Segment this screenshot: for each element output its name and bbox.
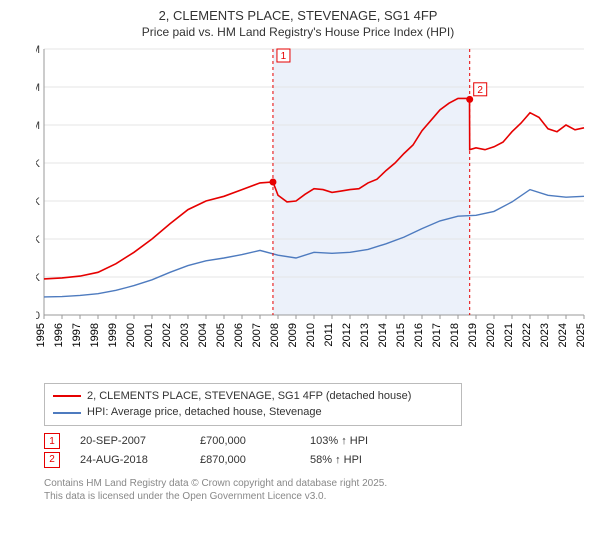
legend-swatch [53,395,81,397]
svg-text:2012: 2012 [341,323,353,347]
svg-text:£800K: £800K [36,158,41,170]
legend-swatch [53,412,81,414]
footer-line: Contains HM Land Registry data © Crown c… [44,477,588,490]
svg-text:2008: 2008 [269,323,281,347]
svg-text:2007: 2007 [251,323,263,347]
event-price: £870,000 [200,451,290,470]
svg-text:£600K: £600K [36,196,41,208]
svg-text:2006: 2006 [233,323,245,347]
table-row: 2 24-AUG-2018 £870,000 58% ↑ HPI [44,451,588,470]
svg-text:2024: 2024 [557,323,569,347]
svg-text:2016: 2016 [413,323,425,347]
svg-text:2015: 2015 [395,323,407,347]
svg-text:2017: 2017 [431,323,443,347]
svg-text:£200K: £200K [36,272,41,284]
svg-text:2013: 2013 [359,323,371,347]
svg-text:1: 1 [281,51,287,62]
table-row: 1 20-SEP-2007 £700,000 103% ↑ HPI [44,432,588,451]
svg-text:1998: 1998 [89,323,101,347]
svg-text:2014: 2014 [377,323,389,347]
chart: £0 £200K £400K £600K £800K £1M £1.2M £1.4M 1995 1… [36,43,596,373]
svg-text:£1.2M: £1.2M [36,82,40,94]
event-date: 24-AUG-2018 [80,451,180,470]
svg-text:2025: 2025 [575,323,587,347]
svg-text:2023: 2023 [539,323,551,347]
svg-text:2002: 2002 [161,323,173,347]
svg-text:2: 2 [477,85,483,96]
svg-text:2005: 2005 [215,323,227,347]
svg-text:2018: 2018 [449,323,461,347]
event-hpi: 103% ↑ HPI [310,432,368,451]
svg-text:1996: 1996 [53,323,65,347]
event-badge: 1 [44,433,60,449]
legend-label: HPI: Average price, detached house, Stev… [87,404,322,421]
svg-text:2019: 2019 [467,323,479,347]
svg-text:2020: 2020 [485,323,497,347]
svg-text:1995: 1995 [36,323,47,347]
svg-text:1997: 1997 [71,323,83,347]
legend: 2, CLEMENTS PLACE, STEVENAGE, SG1 4FP (d… [44,383,462,426]
event-badge: 2 [44,452,60,468]
svg-text:2004: 2004 [197,323,209,347]
svg-text:£1.4M: £1.4M [36,44,40,56]
legend-item: 2, CLEMENTS PLACE, STEVENAGE, SG1 4FP (d… [53,388,453,405]
svg-text:£0: £0 [36,310,40,322]
svg-text:2010: 2010 [305,323,317,347]
event-price: £700,000 [200,432,290,451]
svg-text:1999: 1999 [107,323,119,347]
legend-label: 2, CLEMENTS PLACE, STEVENAGE, SG1 4FP (d… [87,388,411,405]
footer: Contains HM Land Registry data © Crown c… [44,477,588,503]
event-hpi: 58% ↑ HPI [310,451,362,470]
event-date: 20-SEP-2007 [80,432,180,451]
chart-title: 2, CLEMENTS PLACE, STEVENAGE, SG1 4FP [8,8,588,25]
svg-text:£1M: £1M [36,120,40,132]
chart-subtitle: Price paid vs. HM Land Registry's House … [8,25,588,39]
events-table: 1 20-SEP-2007 £700,000 103% ↑ HPI 2 24-A… [44,432,588,469]
svg-text:£400K: £400K [36,234,41,246]
svg-text:2001: 2001 [143,323,155,347]
svg-text:2000: 2000 [125,323,137,347]
svg-text:2011: 2011 [323,323,335,347]
svg-text:2021: 2021 [503,323,515,347]
svg-text:2009: 2009 [287,323,299,347]
legend-item: HPI: Average price, detached house, Stev… [53,404,453,421]
svg-text:2003: 2003 [179,323,191,347]
footer-line: This data is licensed under the Open Gov… [44,490,588,503]
svg-text:2022: 2022 [521,323,533,347]
